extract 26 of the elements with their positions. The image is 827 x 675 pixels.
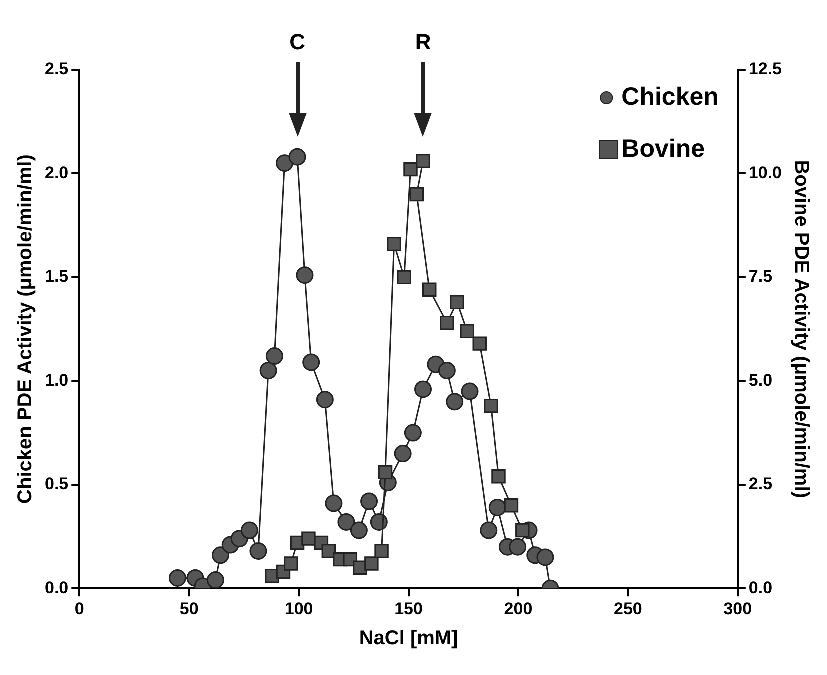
y-tick-label: 1.5 [44,267,69,286]
legend-label: Bovine [622,134,706,163]
x-tick-label: 100 [284,599,314,618]
y2-tick-label: 7.5 [748,267,773,286]
y2-axis-title: Bovine PDE Activity (μmole/min/ml) [790,160,812,498]
x-tick-label: 150 [394,599,423,618]
y2-tick-label: 5.0 [748,370,773,390]
x-tick-label: 200 [504,599,533,618]
x-tick-label: 0 [74,599,84,618]
legend-label: Chicken [622,82,719,111]
x-axis-title: NaCl [mM] [359,628,458,650]
annotation: R [415,29,432,54]
y-tick-label: 0.0 [44,578,69,598]
y-axis-title: Chicken PDE Activity (μmole/min/ml) [14,154,37,504]
y-tick-label: 1.0 [44,370,69,390]
annotation: C [290,29,306,54]
y2-tick-label: 12.5 [748,60,782,79]
y-tick-label: 2.5 [44,60,69,79]
x-tick-label: 250 [614,599,642,618]
y2-tick-label: 0.0 [748,578,773,598]
y2-tick-label: 10.0 [748,163,782,182]
y2-tick-label: 2.5 [748,474,773,494]
x-tick-label: 300 [724,599,752,618]
y-tick-label: 0.5 [44,474,69,494]
y-tick-label: 2.0 [44,163,69,182]
x-tick-label: 50 [180,599,199,618]
